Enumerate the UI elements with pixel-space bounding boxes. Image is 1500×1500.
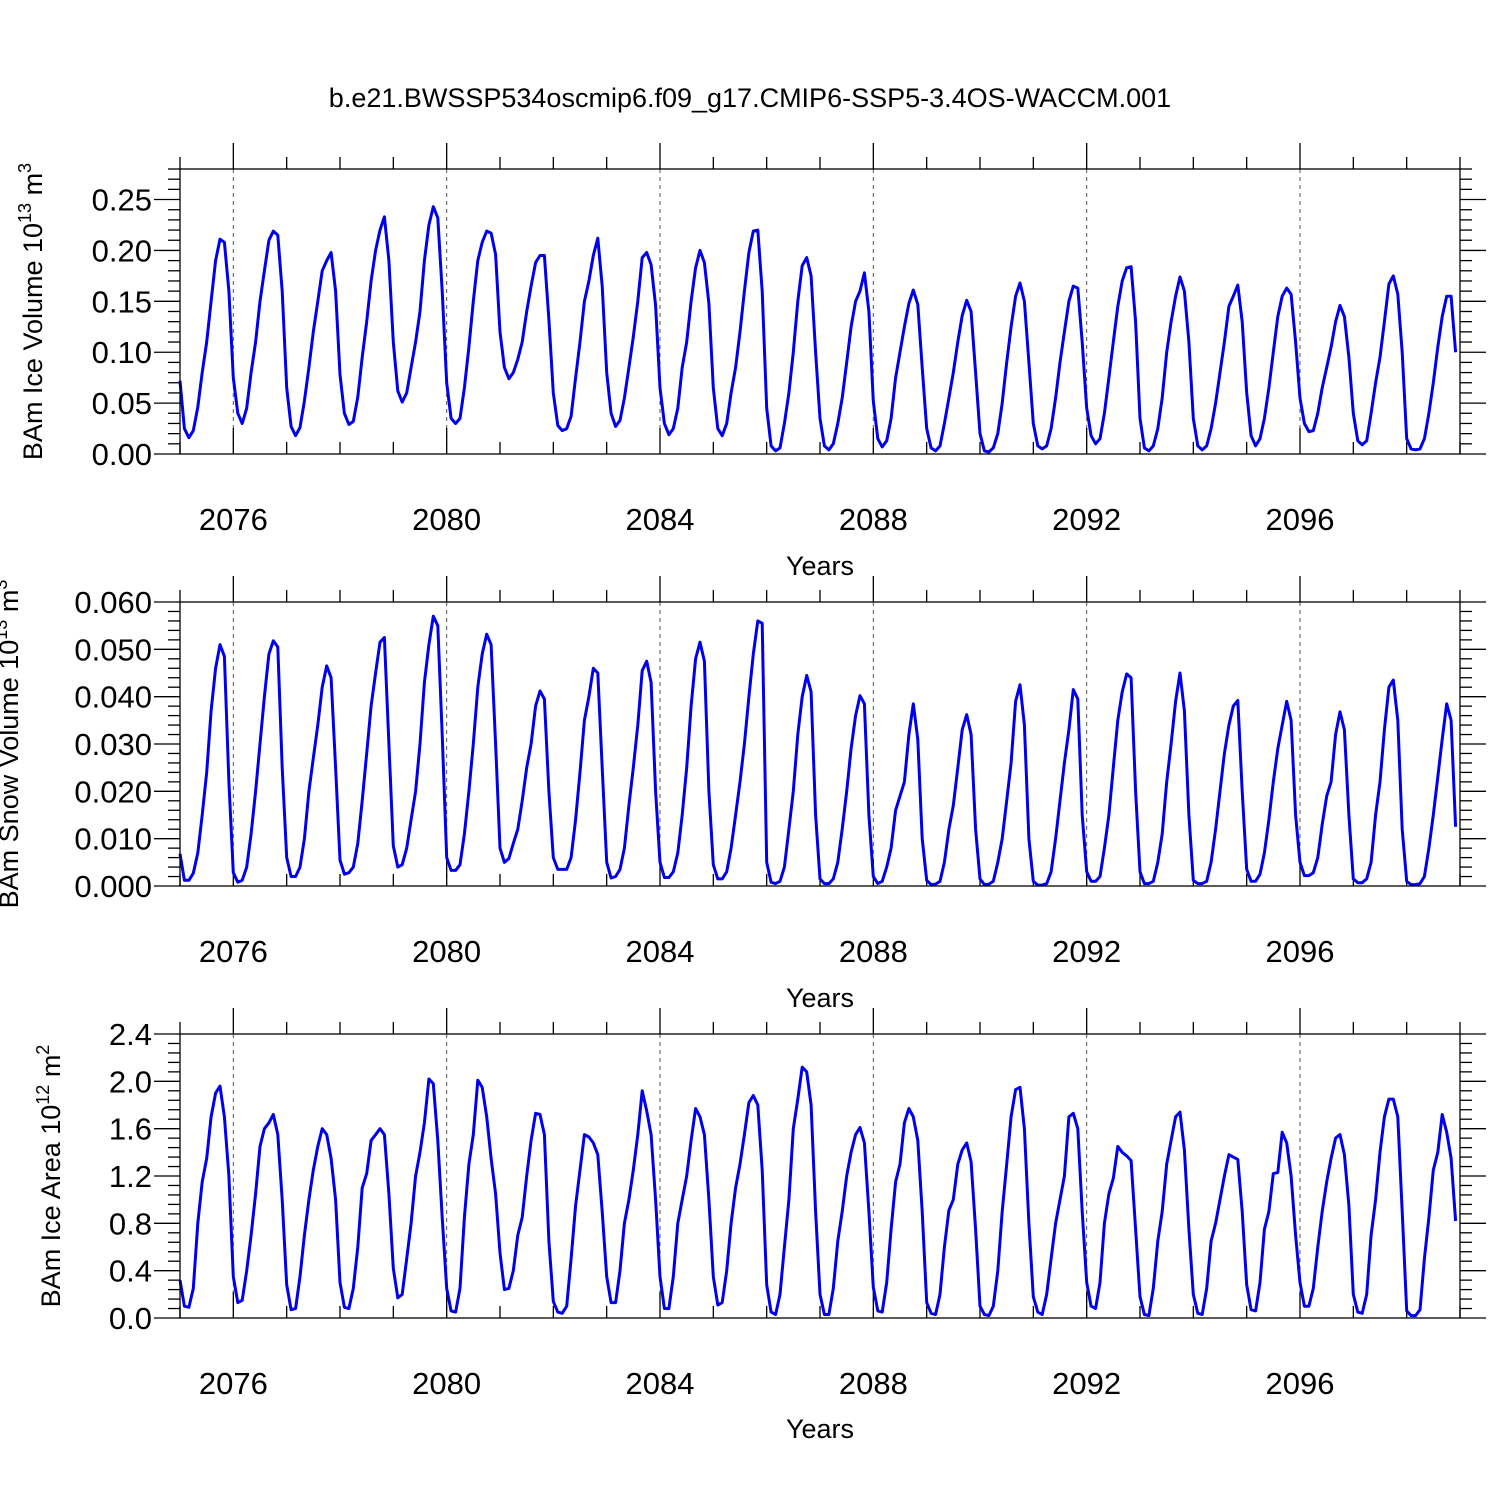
y-tick-label: 1.2 xyxy=(109,1159,152,1194)
x-axis-title: Years xyxy=(786,551,854,581)
axis-ticks xyxy=(154,143,1486,455)
x-tick-label-2080: 2080 xyxy=(412,1366,481,1401)
x-tick-label-2084: 2084 xyxy=(626,502,695,537)
y-tick-labels: 0.00 0.05 0.10 0.15 0.20 0.25 xyxy=(92,183,152,472)
y-tick-label: 0.010 xyxy=(74,822,152,857)
y-axis-title-exponent: 12 xyxy=(33,1085,53,1105)
x-tick-label-2084: 2084 xyxy=(626,1366,695,1401)
y-axis-title-exponent: 13 xyxy=(15,203,35,223)
y-tick-label: 0.25 xyxy=(92,183,152,218)
y-tick-label: 0.040 xyxy=(74,680,152,715)
y-tick-label: 2.0 xyxy=(109,1064,152,1099)
y-axis-title-text: BAm Ice Volume 10 xyxy=(18,223,48,460)
y-tick-label: 0.05 xyxy=(92,386,152,421)
x-tick-label-2096: 2096 xyxy=(1266,1366,1335,1401)
x-tick-label-2096: 2096 xyxy=(1266,934,1335,969)
axis-ticks xyxy=(154,1008,1486,1319)
series-line-ice-area xyxy=(178,1065,1458,1318)
x-tick-label-2092: 2092 xyxy=(1052,1366,1121,1401)
x-tick-labels: 2076 2080 2084 2088 2092 2096 xyxy=(199,934,1335,969)
y-axis-title-unit-exponent: 2 xyxy=(33,1045,53,1055)
chart-panel-ice-area: 0.00.40.81.21.62.02.4 2076 2080 2084 2088 20… xyxy=(33,1008,1486,1444)
y-tick-label: 0.8 xyxy=(109,1206,152,1241)
y-axis-title-unit: m xyxy=(0,590,24,620)
x-tick-label-2080: 2080 xyxy=(412,934,481,969)
y-tick-label: 0.20 xyxy=(92,233,152,268)
x-tick-label-2096: 2096 xyxy=(1266,502,1335,537)
y-tick-label: 0.000 xyxy=(74,869,152,904)
y-axis-title-text: BAm Snow Volume 10 xyxy=(0,640,24,909)
plot-frame xyxy=(179,168,1461,455)
y-tick-labels: 0.0 0.4 0.8 1.2 1.6 2.0 2.4 xyxy=(109,1017,152,1336)
y-axis-title: BAm Ice Area 1012 m2 xyxy=(33,1045,66,1308)
x-tick-labels: 2076 2080 2084 2088 2092 2096 xyxy=(199,502,1335,537)
y-axis-title-text: BAm Ice Area 10 xyxy=(36,1105,66,1308)
y-axis-title-unit-exponent: 3 xyxy=(0,580,11,590)
y-tick-labels: 0.000 0.010 0.020 0.030 0.040 0.050 0.060 xyxy=(74,585,152,904)
x-axis-title: Years xyxy=(786,1414,854,1444)
y-axis-title-unit-exponent: 3 xyxy=(15,163,35,173)
series-line-snow-volume xyxy=(178,614,1458,887)
plot-frame xyxy=(179,601,1461,887)
chart-panel-ice-volume: 0.00 0.05 0.10 0.15 0.20 0.25 2076 2080 2084 208… xyxy=(15,143,1486,581)
y-tick-label: 1.6 xyxy=(109,1112,152,1147)
y-tick-label: 0.020 xyxy=(74,774,152,809)
y-tick-label: 0.060 xyxy=(74,585,152,620)
chart-panel-snow-volume: 0.000 0.010 0.020 0.030 0.040 0.050 0.060 2076… xyxy=(0,576,1486,1013)
y-tick-label: 0.00 xyxy=(92,437,152,472)
series-line-ice-volume xyxy=(178,205,1458,454)
y-tick-label: 0.10 xyxy=(92,335,152,370)
x-tick-label-2092: 2092 xyxy=(1052,934,1121,969)
x-axis-title: Years xyxy=(786,983,854,1013)
y-axis-title: BAm Ice Volume 1013 m3 xyxy=(15,163,48,460)
y-tick-label: 0.4 xyxy=(109,1254,152,1289)
axis-ticks xyxy=(154,576,1486,887)
x-tick-label-2080: 2080 xyxy=(412,502,481,537)
y-axis-title-exponent: 13 xyxy=(0,620,11,640)
figure-title: b.e21.BWSSP534oscmip6.f09_g17.CMIP6-SSP5… xyxy=(329,83,1171,113)
y-axis-title-unit: m xyxy=(18,173,48,203)
x-tick-label-2088: 2088 xyxy=(839,502,908,537)
x-tick-label-2076: 2076 xyxy=(199,502,268,537)
y-tick-label: 0.0 xyxy=(109,1301,152,1336)
x-tick-labels: 2076 2080 2084 2088 2092 2096 xyxy=(199,1366,1335,1401)
y-tick-label: 0.050 xyxy=(74,632,152,667)
x-tick-label-2084: 2084 xyxy=(626,934,695,969)
y-tick-label: 0.030 xyxy=(74,727,152,762)
x-tick-label-2076: 2076 xyxy=(199,1366,268,1401)
x-tick-label-2092: 2092 xyxy=(1052,502,1121,537)
y-tick-label: 0.15 xyxy=(92,284,152,319)
y-axis-title: BAm Snow Volume 1013 m3 xyxy=(0,580,24,909)
y-axis-title-unit: m xyxy=(36,1055,66,1085)
x-tick-label-2088: 2088 xyxy=(839,1366,908,1401)
plot-frame xyxy=(179,1033,1461,1319)
y-tick-label: 2.4 xyxy=(109,1017,152,1052)
x-tick-label-2076: 2076 xyxy=(199,934,268,969)
x-tick-label-2088: 2088 xyxy=(839,934,908,969)
